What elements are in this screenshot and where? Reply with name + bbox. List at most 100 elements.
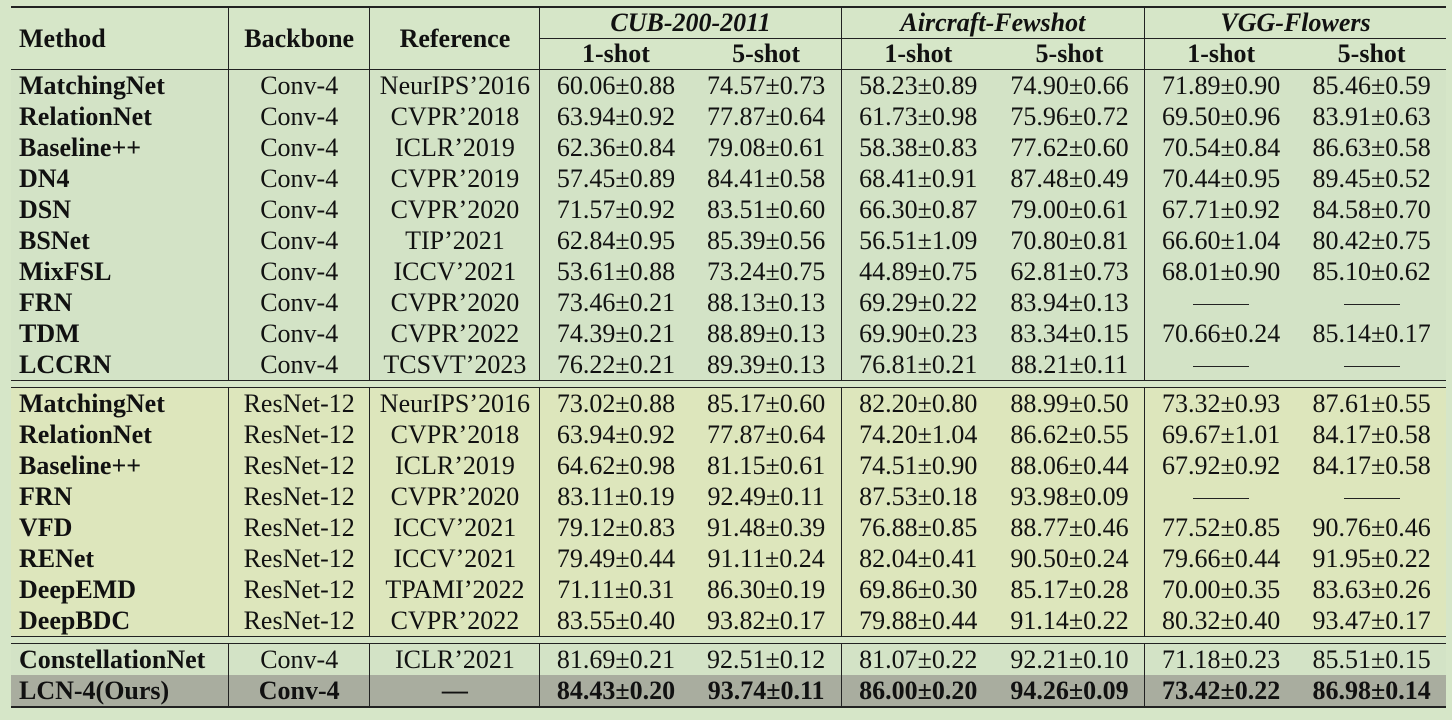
value-cell: 83.91±0.63: [1312, 101, 1431, 131]
value-cell: 87.48±0.49: [1010, 163, 1129, 193]
backbone-cell: Conv-4: [227, 256, 370, 287]
reference-cell: ICLR’2019: [369, 132, 540, 163]
value-cell: 83.63±0.26: [1312, 574, 1431, 604]
value-cell: 75.96±0.72: [1010, 101, 1129, 131]
value-cell: 57.45±0.89: [539, 163, 692, 194]
reference-cell: TIP’2021: [369, 225, 540, 256]
header-shot: 5-shot: [994, 38, 1145, 70]
backbone-cell: Conv-4: [227, 349, 370, 381]
header-shot: 1-shot: [539, 38, 692, 70]
value-cell: 70.66±0.24: [1144, 318, 1298, 349]
method-cell: TDM: [19, 318, 80, 348]
table-row: BSNet Conv-4 TIP’2021 62.84±0.95 85.39±0.56 5…: [11, 225, 1446, 256]
reference-cell: CVPR’2020: [369, 481, 540, 512]
value-cell: 70.00±0.35: [1144, 574, 1298, 605]
value-cell: 69.86±0.30: [840, 574, 995, 605]
backbone-cell: Conv-4: [227, 287, 370, 318]
method-cell: DeepEMD: [19, 574, 136, 604]
value-cell: 85.10±0.62: [1312, 256, 1431, 286]
not-reported-dash: [1343, 366, 1400, 368]
table-row: DSN Conv-4 CVPR’2020 71.57±0.92 83.51±0.60 66…: [11, 194, 1446, 225]
value-cell: 70.54±0.84: [1144, 132, 1298, 163]
resnet-group: MatchingNet ResNet-12 NeurIPS’2016 73.02±0.…: [11, 387, 1446, 637]
value-cell: 69.90±0.23: [840, 318, 995, 349]
value-cell: 63.94±0.92: [539, 419, 692, 450]
reference-cell: CVPR’2022: [369, 605, 540, 637]
backbone-cell: ResNet-12: [227, 387, 370, 419]
method-cell: RelationNet: [19, 419, 152, 449]
not-reported-dash: [1193, 304, 1250, 306]
table-row: TDM Conv-4 CVPR’2022 74.39±0.21 88.89±0.13 69…: [11, 318, 1446, 349]
header-group-aircraft: Aircraft-Fewshot: [840, 7, 1145, 39]
table-row: LCCRN Conv-4 TCSVT’2023 76.22±0.21 89.39±0.1…: [11, 349, 1446, 381]
value-cell: 73.42±0.22: [1144, 675, 1298, 708]
value-cell: 80.42±0.75: [1312, 225, 1431, 255]
value-cell: 44.89±0.75: [840, 256, 995, 287]
value-cell: 88.77±0.46: [1010, 512, 1129, 542]
backbone-cell: Conv-4: [227, 675, 370, 708]
value-cell: 93.82±0.17: [706, 605, 826, 635]
value-cell: 76.22±0.21: [539, 349, 692, 381]
header-shot: 1-shot: [840, 38, 995, 70]
method-cell: LCCRN: [19, 349, 112, 379]
table-row: Baseline++ ResNet-12 ICLR’2019 64.62±0.98 81…: [11, 450, 1446, 481]
method-cell: VFD: [19, 512, 73, 542]
value-cell: 88.13±0.13: [706, 287, 826, 317]
reference-cell: CVPR’2018: [369, 419, 540, 450]
value-cell: 85.14±0.17: [1312, 318, 1431, 348]
value-cell: 53.61±0.88: [539, 256, 692, 287]
method-cell: MixFSL: [19, 256, 112, 286]
reference-cell: TPAMI’2022: [369, 574, 540, 605]
reference-cell: CVPR’2020: [369, 194, 540, 225]
reference-cell: CVPR’2019: [369, 163, 540, 194]
reference-cell: ICLR’2021: [369, 643, 540, 675]
value-cell: 74.57±0.73: [691, 69, 842, 101]
value-cell: [1297, 287, 1446, 318]
value-cell: [1297, 481, 1446, 512]
value-cell: 87.53±0.18: [840, 481, 995, 512]
value-cell: 88.06±0.44: [1010, 450, 1129, 480]
table-header: Method Backbone Reference CUB-200-2011 A…: [11, 7, 1446, 70]
value-cell: 74.39±0.21: [539, 318, 692, 349]
value-cell: 69.50±0.96: [1144, 101, 1298, 132]
value-cell: 86.62±0.55: [1010, 419, 1129, 449]
value-cell: 71.18±0.23: [1144, 643, 1298, 675]
backbone-cell: ResNet-12: [227, 605, 370, 637]
value-cell: 73.32±0.93: [1144, 387, 1298, 419]
header-group-flowers: VGG-Flowers: [1144, 7, 1446, 39]
value-cell: 93.47±0.17: [1312, 605, 1431, 635]
value-cell: 86.00±0.20: [840, 675, 995, 708]
value-cell: 71.89±0.90: [1144, 69, 1298, 101]
header-backbone: Backbone: [227, 7, 370, 70]
method-cell: DSN: [19, 194, 72, 224]
reference-cell: ICCV’2021: [369, 543, 540, 574]
value-cell: 77.87±0.64: [706, 419, 826, 449]
backbone-cell: Conv-4: [227, 69, 370, 101]
value-cell: 71.57±0.92: [539, 194, 692, 225]
value-cell: 84.58±0.70: [1312, 194, 1431, 224]
table-row: MatchingNet Conv-4 NeurIPS’2016 60.06±0.88 7…: [11, 69, 1446, 101]
backbone-cell: ResNet-12: [227, 512, 370, 543]
header-shot: 5-shot: [1297, 38, 1446, 70]
table-row: ConstellationNet Conv-4 ICLR’2021 81.69±0.2…: [11, 643, 1446, 675]
not-reported-dash: [1193, 366, 1250, 368]
value-cell: [1297, 349, 1446, 381]
reference-cell: ICLR’2019: [369, 450, 540, 481]
value-cell: 79.12±0.83: [539, 512, 692, 543]
value-cell: 82.04±0.41: [840, 543, 995, 574]
method-cell: MatchingNet: [11, 387, 229, 419]
not-reported-dash: [1193, 498, 1250, 500]
value-cell: 83.34±0.15: [1010, 318, 1129, 348]
value-cell: 58.23±0.89: [840, 69, 995, 101]
reference-cell: CVPR’2022: [369, 318, 540, 349]
value-cell: 85.17±0.60: [691, 387, 842, 419]
value-cell: 74.51±0.90: [840, 450, 995, 481]
value-cell: 86.63±0.58: [1312, 132, 1431, 162]
value-cell: 84.17±0.58: [1312, 450, 1431, 480]
value-cell: 90.76±0.46: [1312, 512, 1431, 542]
value-cell: 68.01±0.90: [1144, 256, 1298, 287]
value-cell: 83.11±0.19: [539, 481, 692, 512]
value-cell: 84.43±0.20: [539, 675, 692, 708]
reference-cell: CVPR’2020: [369, 287, 540, 318]
reference-cell: NeurIPS’2016: [369, 69, 540, 101]
